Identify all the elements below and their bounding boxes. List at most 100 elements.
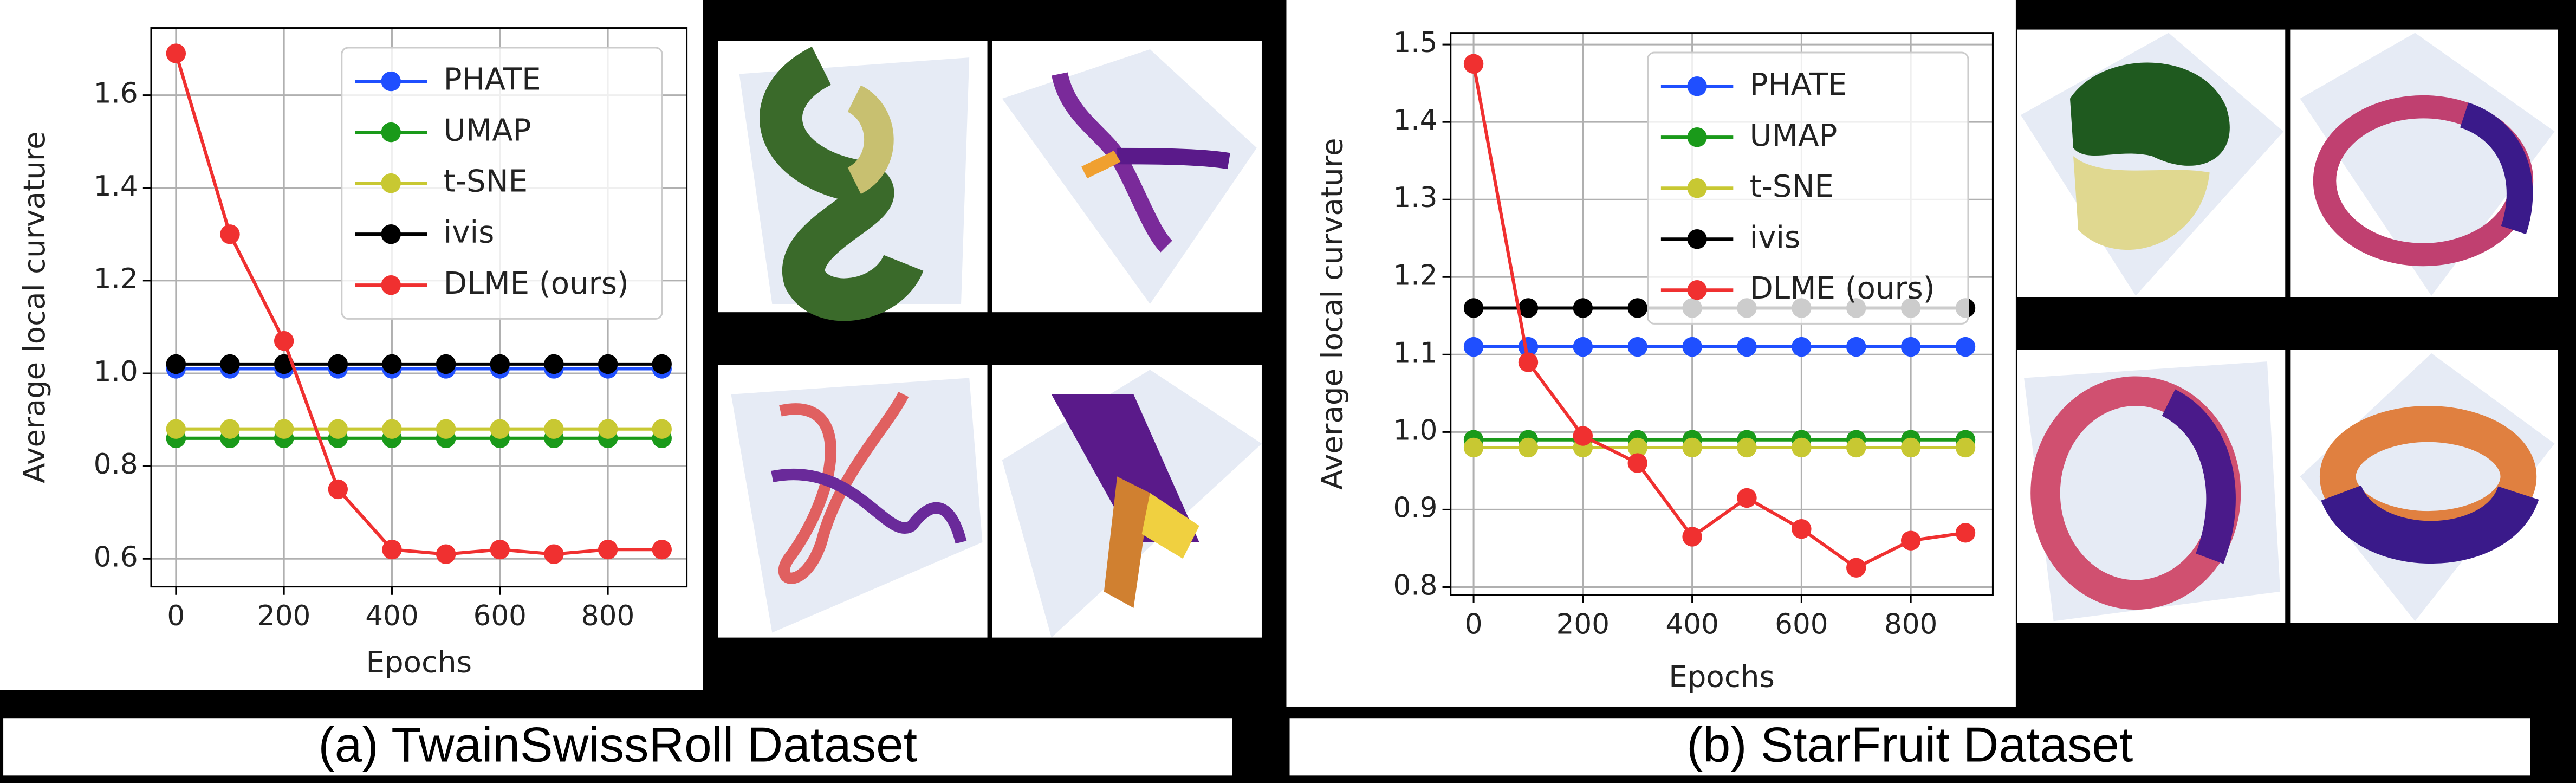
data-point bbox=[1955, 523, 1976, 543]
caption: (b) StarFruit Dataset bbox=[1686, 717, 2133, 772]
y-tick-label: 0.8 bbox=[1393, 569, 1437, 601]
legend-label: UMAP bbox=[444, 113, 531, 148]
data-point bbox=[220, 224, 240, 244]
data-point bbox=[1682, 437, 1702, 458]
data-point bbox=[1627, 453, 1647, 473]
image-bg bbox=[731, 378, 983, 633]
data-point bbox=[598, 419, 618, 439]
data-point bbox=[1627, 337, 1647, 357]
x-axis-label: Epochs bbox=[1669, 659, 1775, 694]
chart: 0.8 0.9 1.0 1.1 1.2 1.3 1.4 1.5 0 200 400 600 800 PHA… bbox=[1286, 0, 2016, 707]
data-point bbox=[166, 43, 186, 63]
data-point bbox=[1627, 437, 1647, 458]
y-tick-label: 1.2 bbox=[94, 263, 138, 295]
y-tick-label: 1.5 bbox=[1393, 27, 1437, 59]
plot-frame bbox=[1450, 32, 1994, 596]
data-point bbox=[1955, 437, 1976, 458]
y-tick-label: 0.6 bbox=[94, 541, 138, 573]
data-point bbox=[436, 354, 456, 374]
embedding bbox=[1141, 493, 1199, 559]
legend-marker bbox=[1687, 76, 1707, 96]
x-tick-label: 400 bbox=[365, 600, 418, 632]
data-point bbox=[328, 354, 348, 374]
y-axis-label: Average local curvature bbox=[17, 131, 51, 483]
data-point bbox=[274, 419, 294, 439]
data-point bbox=[1682, 527, 1702, 547]
legend-marker bbox=[1687, 280, 1707, 300]
data-point bbox=[544, 544, 564, 564]
data-point bbox=[490, 539, 510, 560]
x-tick-label: 0 bbox=[1465, 608, 1483, 640]
data-point bbox=[1463, 337, 1484, 357]
data-point bbox=[490, 354, 510, 374]
x-tick-label: 600 bbox=[1775, 608, 1828, 640]
embedding-images-b bbox=[2017, 29, 2558, 623]
legend-box bbox=[1647, 51, 1969, 325]
data-point bbox=[490, 419, 510, 439]
starfruit bbox=[2069, 62, 2230, 166]
data-point bbox=[382, 419, 402, 439]
embedding bbox=[771, 468, 967, 544]
data-point bbox=[1737, 437, 1757, 458]
data-point bbox=[544, 354, 564, 374]
data-point bbox=[1518, 437, 1539, 458]
legend-label: ivis bbox=[1750, 220, 1801, 255]
data-point bbox=[220, 354, 240, 374]
data-point bbox=[652, 539, 672, 560]
embedding bbox=[1104, 476, 1150, 609]
legend-marker bbox=[1687, 127, 1707, 147]
embedding bbox=[2460, 102, 2533, 235]
data-point bbox=[1846, 337, 1866, 357]
series-line bbox=[174, 53, 662, 556]
x-tick-label: 400 bbox=[1665, 608, 1718, 640]
data-point bbox=[166, 354, 186, 374]
image-bg bbox=[2300, 33, 2555, 296]
y-tick-label: 0.8 bbox=[94, 448, 138, 481]
x-tick-label: 800 bbox=[1884, 608, 1937, 640]
data-point bbox=[1463, 298, 1484, 318]
embedding bbox=[2161, 389, 2236, 564]
legend-marker bbox=[381, 224, 401, 244]
x-axis-label: Epochs bbox=[366, 644, 472, 679]
data-point bbox=[652, 354, 672, 374]
data-point bbox=[1792, 337, 1812, 357]
data-point bbox=[1463, 437, 1484, 458]
embedding bbox=[1081, 150, 1121, 179]
legend-label: PHATE bbox=[1750, 67, 1847, 102]
caption-box bbox=[3, 718, 1232, 776]
data-point bbox=[1737, 337, 1757, 357]
y-tick-label: 1.0 bbox=[94, 355, 138, 388]
data-point bbox=[1900, 337, 1921, 357]
data-point bbox=[1792, 519, 1812, 539]
y-tick-label: 1.4 bbox=[94, 170, 138, 203]
data-point bbox=[436, 419, 456, 439]
y-tick-label: 1.6 bbox=[94, 77, 138, 110]
embedding bbox=[1117, 147, 1230, 170]
data-point bbox=[436, 544, 456, 564]
embedding-images-a bbox=[718, 41, 1262, 638]
data-point bbox=[1463, 54, 1484, 74]
legend-marker bbox=[381, 275, 401, 295]
legend-label: t-SNE bbox=[1750, 169, 1834, 204]
starfruit bbox=[2073, 156, 2210, 250]
swiss-roll bbox=[847, 85, 894, 194]
series-line bbox=[1472, 63, 1966, 570]
legend-label: UMAP bbox=[1750, 118, 1838, 153]
x-tick-label: 200 bbox=[257, 600, 310, 632]
data-point bbox=[328, 479, 348, 500]
data-point bbox=[220, 419, 240, 439]
data-point bbox=[1846, 558, 1866, 578]
y-tick-label: 1.0 bbox=[1393, 414, 1437, 446]
legend-marker bbox=[381, 122, 401, 143]
legend-label: DLME (ours) bbox=[444, 266, 629, 301]
data-point bbox=[1518, 298, 1539, 318]
data-point bbox=[1627, 298, 1647, 318]
data-point bbox=[382, 539, 402, 560]
data-point bbox=[166, 419, 186, 439]
y-tick-label: 0.9 bbox=[1393, 491, 1437, 524]
legend-marker bbox=[1687, 178, 1707, 198]
legend-marker bbox=[381, 71, 401, 92]
legend-label: PHATE bbox=[444, 62, 541, 98]
